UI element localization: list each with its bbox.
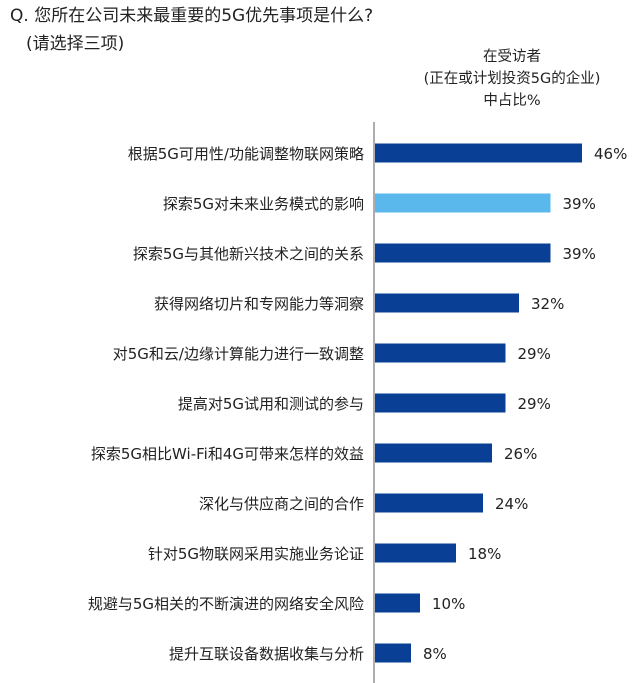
- category-label: 探索5G对未来业务模式的影响: [163, 195, 364, 213]
- column-header: 在受访者 (正在或计划投资5G的企业) 中占比%: [400, 46, 624, 112]
- category-label: 探索5G相比Wi-Fi和4G可带来怎样的效益: [91, 445, 364, 463]
- category-label: 提升互联设备数据收集与分析: [169, 645, 364, 663]
- value-label: 18%: [468, 545, 501, 563]
- bar: [375, 143, 582, 163]
- value-label: 39%: [563, 195, 596, 213]
- question-title: Q. 您所在公司未来最重要的5G优先事项是什么?: [10, 6, 374, 26]
- bar: [375, 543, 456, 563]
- category-label: 深化与供应商之间的合作: [199, 495, 364, 513]
- bar: [375, 393, 506, 413]
- value-label: 10%: [432, 595, 465, 613]
- bar: [375, 493, 483, 513]
- value-label: 32%: [531, 295, 564, 313]
- value-label: 46%: [594, 145, 627, 163]
- value-label: 29%: [518, 395, 551, 413]
- bar: [375, 643, 411, 663]
- column-header-line-1: 在受访者: [483, 49, 541, 65]
- question-subtitle: (请选择三项): [26, 34, 125, 54]
- value-label: 39%: [563, 245, 596, 263]
- category-label: 获得网络切片和专网能力等洞察: [154, 295, 364, 313]
- category-label: 探索5G与其他新兴技术之间的关系: [133, 245, 364, 263]
- bar: [375, 343, 506, 363]
- column-header-line-2: (正在或计划投资5G的企业): [423, 71, 601, 87]
- bar: [375, 193, 551, 213]
- category-label: 对5G和云/边缘计算能力进行一致调整: [113, 345, 364, 363]
- bar: [375, 593, 420, 613]
- category-label: 根据5G可用性/功能调整物联网策略: [128, 145, 364, 163]
- bar: [375, 443, 492, 463]
- bar: [375, 243, 551, 263]
- category-label: 提高对5G试用和测试的参与: [178, 395, 364, 413]
- bar: [375, 293, 519, 313]
- column-header-line-3: 中占比%: [483, 93, 541, 109]
- value-label: 8%: [423, 645, 447, 663]
- value-label: 24%: [495, 495, 528, 513]
- category-label: 规避与5G相关的不断演进的网络安全风险: [88, 595, 364, 613]
- value-label: 26%: [504, 445, 537, 463]
- category-label: 针对5G物联网采用实施业务论证: [148, 545, 364, 563]
- value-label: 29%: [518, 345, 551, 363]
